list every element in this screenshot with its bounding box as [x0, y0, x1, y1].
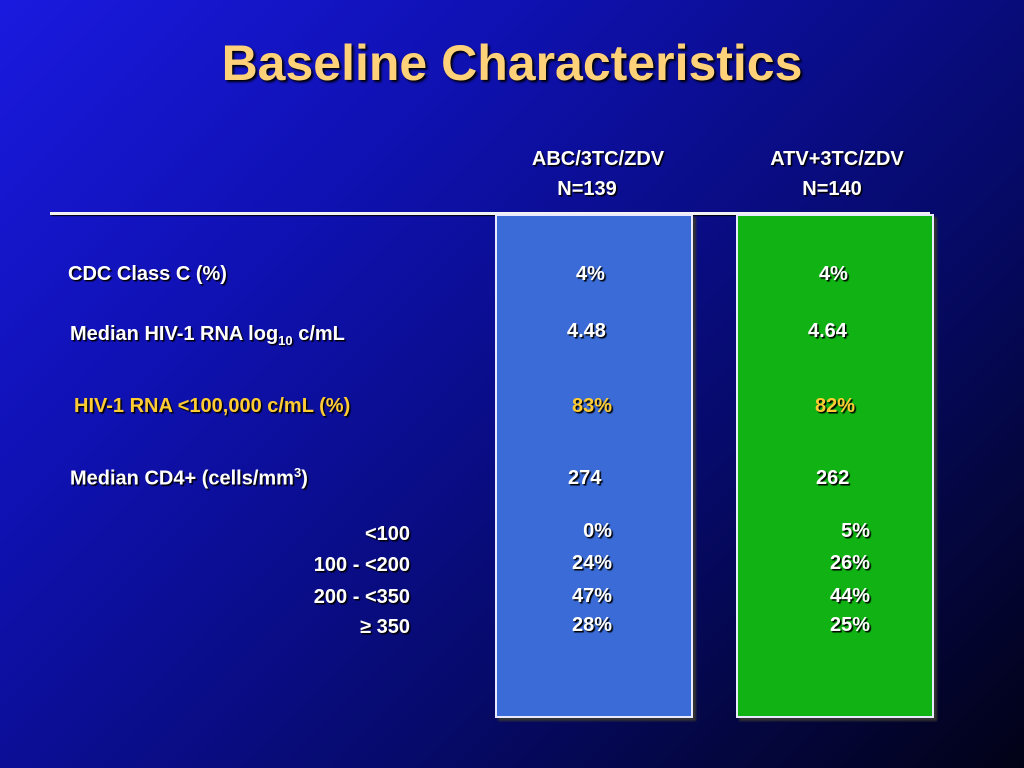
header-divider	[50, 212, 930, 215]
column-header-abc-n: N=139	[557, 178, 617, 200]
range-label: 200 - <350	[313, 586, 410, 608]
row-label-rna100: HIV-1 RNA <100,000 c/mL (%)	[74, 395, 351, 417]
column-header-atv-name: ATV+3TC/ZDV	[770, 148, 904, 170]
value-abc-range: 28%	[571, 614, 612, 636]
value-atv-cdc: 4%	[819, 263, 848, 285]
row-label-rna: Median HIV-1 RNA log10 c/mL	[70, 323, 345, 348]
row-label-cd4-end: )	[301, 467, 308, 490]
value-atv-range: 25%	[829, 614, 870, 636]
range-label: ≥ 350	[360, 616, 410, 638]
column-header-abc: ABC/3TC/ZDV N=139	[498, 144, 698, 204]
value-abc-cdc: 4%	[576, 263, 605, 285]
value-abc-range: 47%	[571, 585, 612, 607]
row-label-rna-main: Median HIV-1 RNA log	[70, 323, 279, 345]
value-abc-range: 0%	[583, 520, 612, 542]
column-header-abc-name: ABC/3TC/ZDV	[531, 148, 665, 170]
value-abc-rna: 4.48	[567, 320, 606, 342]
column-header-atv-n: N=140	[802, 178, 862, 200]
value-atv-range: 5%	[841, 520, 870, 542]
column-bar-abc	[495, 214, 693, 718]
row-label-rna-sub: 10	[278, 333, 293, 348]
value-atv-rna: 4.64	[808, 320, 847, 342]
slide-title: Baseline Characteristics	[221, 35, 803, 91]
row-label-cd4-sup: 3	[293, 465, 302, 480]
range-label: 100 - <200	[313, 554, 410, 576]
column-bar-atv	[736, 214, 934, 718]
row-label-cd4: Median CD4+ (cells/mm3)	[70, 465, 308, 491]
row-label-cdc: CDC Class C (%)	[68, 263, 227, 285]
row-label-cd4-main: Median CD4+ (cells/mm	[70, 467, 294, 490]
value-atv-range: 26%	[829, 552, 870, 574]
row-label-rna-unit: c/mL	[292, 323, 345, 345]
value-abc-cd4: 274	[568, 467, 602, 489]
range-label: <100	[364, 523, 410, 545]
value-abc-rna100: 83%	[572, 395, 613, 417]
column-header-atv: ATV+3TC/ZDV N=140	[737, 144, 937, 204]
value-abc-range: 24%	[571, 552, 612, 574]
value-atv-rna100: 82%	[815, 395, 856, 417]
value-atv-range: 44%	[829, 585, 870, 607]
value-atv-cd4: 262	[816, 467, 850, 489]
